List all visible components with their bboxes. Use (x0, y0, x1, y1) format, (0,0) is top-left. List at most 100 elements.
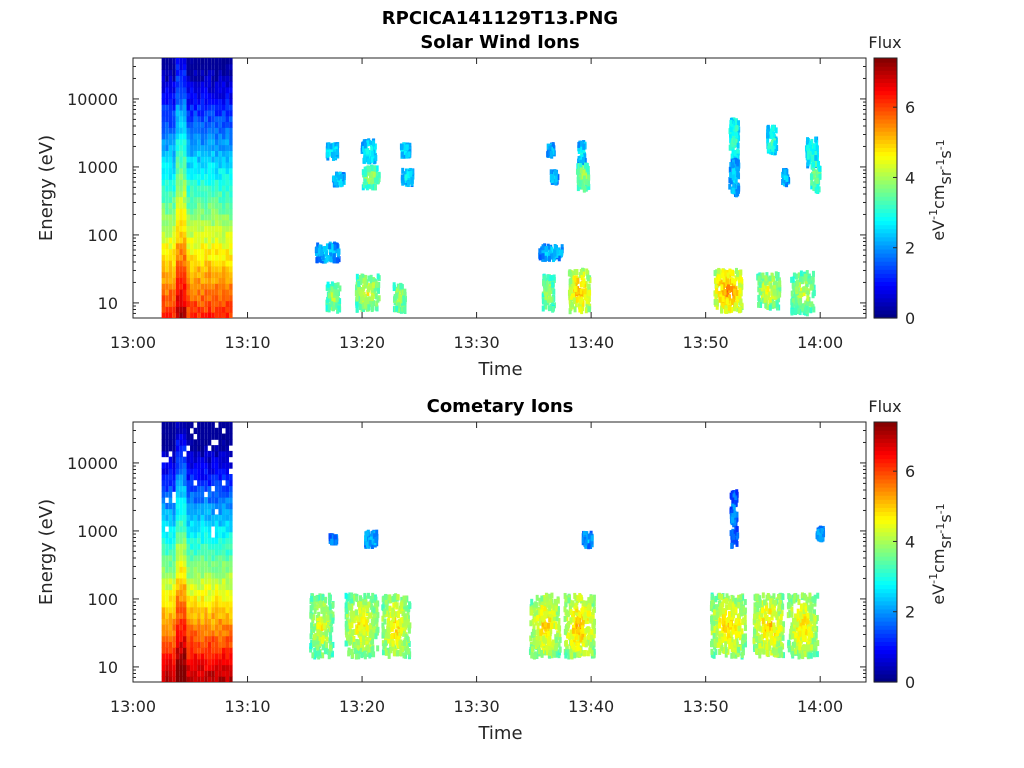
flux-cell (190, 208, 194, 215)
flux-cell (204, 658, 208, 666)
flux-cell (186, 167, 190, 175)
flux-cell (179, 260, 183, 267)
flux-cell (370, 646, 374, 653)
flux-cell (221, 312, 226, 318)
flux-cell (211, 572, 215, 579)
flux-cell (369, 150, 373, 157)
flux-cell (211, 566, 215, 573)
flux-cell (214, 156, 219, 163)
flux-cell (207, 526, 212, 533)
flux-cell (179, 676, 183, 682)
flux-cell (214, 162, 219, 169)
flux-cell (309, 605, 313, 612)
flux-cell (175, 427, 180, 435)
flux-cell (172, 618, 176, 625)
flux-cell (168, 485, 173, 492)
flux-cell (383, 629, 387, 636)
flux-cell (172, 531, 176, 539)
flux-cell (168, 248, 173, 255)
flux-cell (190, 133, 194, 140)
flux-cell (190, 647, 194, 654)
flux-cell (357, 285, 361, 292)
flux-cell (175, 156, 180, 163)
flux-cell (204, 474, 208, 481)
flux-cell (774, 271, 778, 278)
flux-cell (221, 190, 226, 198)
flux-cell (360, 616, 364, 623)
flux-cell (161, 439, 166, 446)
flux-cell (161, 497, 166, 504)
flux-cell (726, 272, 730, 279)
flux-cell (204, 578, 208, 585)
flux-cell (175, 612, 180, 619)
y-tick-label: 10000 (67, 90, 118, 109)
flux-cell (328, 648, 332, 655)
colorbar-step (874, 114, 897, 120)
flux-cell (581, 305, 585, 312)
flux-cell (175, 468, 180, 475)
flux-cell (172, 231, 176, 238)
flux-cell (207, 502, 212, 510)
flux-cell (204, 58, 208, 65)
flux-cell (182, 283, 187, 290)
flux-cell (200, 127, 205, 134)
flux-cell (723, 288, 727, 295)
flux-cell (165, 138, 169, 146)
flux-cell (398, 649, 402, 656)
flux-cell (207, 104, 212, 111)
flux-cell (218, 75, 222, 82)
flux-cell (204, 635, 208, 643)
flux-cell (204, 508, 208, 515)
flux-cell (207, 630, 212, 637)
flux-cell (381, 604, 385, 611)
flux-cell (193, 150, 198, 157)
flux-cell (730, 493, 734, 500)
flux-cell (197, 450, 201, 458)
flux-cell (161, 641, 166, 648)
flux-cell (726, 278, 730, 285)
flux-cell (365, 641, 369, 648)
flux-cell (193, 115, 198, 123)
flux-cell (312, 626, 316, 633)
flux-cell (325, 635, 329, 642)
flux-cell (200, 248, 205, 255)
flux-cell (182, 225, 187, 232)
flux-cell (186, 312, 190, 318)
flux-cell (724, 270, 728, 277)
flux-cell (207, 601, 212, 608)
flux-cell (381, 615, 385, 622)
flux-cell (404, 648, 408, 655)
flux-cell (190, 231, 194, 238)
flux-cell (193, 179, 198, 186)
flux-cell (366, 289, 370, 296)
flux-cell (165, 583, 169, 591)
flux-cell (182, 294, 187, 302)
flux-cell (172, 572, 176, 579)
flux-cell (165, 630, 169, 637)
flux-cell (172, 133, 176, 140)
flux-cell (179, 658, 183, 666)
flux-cell (225, 219, 230, 227)
flux-cell (190, 86, 194, 94)
flux-cell (587, 295, 591, 302)
flux-cell (168, 92, 173, 99)
flux-cell (182, 242, 187, 250)
flux-cell (328, 644, 332, 651)
flux-cell (799, 287, 803, 294)
flux-cell (168, 624, 173, 631)
flux-cell (370, 619, 374, 626)
flux-cell (369, 277, 373, 284)
flux-cell (225, 150, 230, 157)
flux-cell (175, 456, 180, 463)
flux-cell (347, 650, 351, 657)
colorbar-tick-label: 4 (905, 168, 915, 187)
flux-cell (168, 242, 173, 250)
flux-cell (362, 303, 366, 310)
flux-cell (179, 69, 183, 76)
flux-cell (190, 595, 194, 602)
flux-cell (229, 283, 233, 290)
flux-cell (179, 300, 183, 307)
flux-cell (330, 626, 334, 633)
flux-cell (200, 439, 205, 446)
